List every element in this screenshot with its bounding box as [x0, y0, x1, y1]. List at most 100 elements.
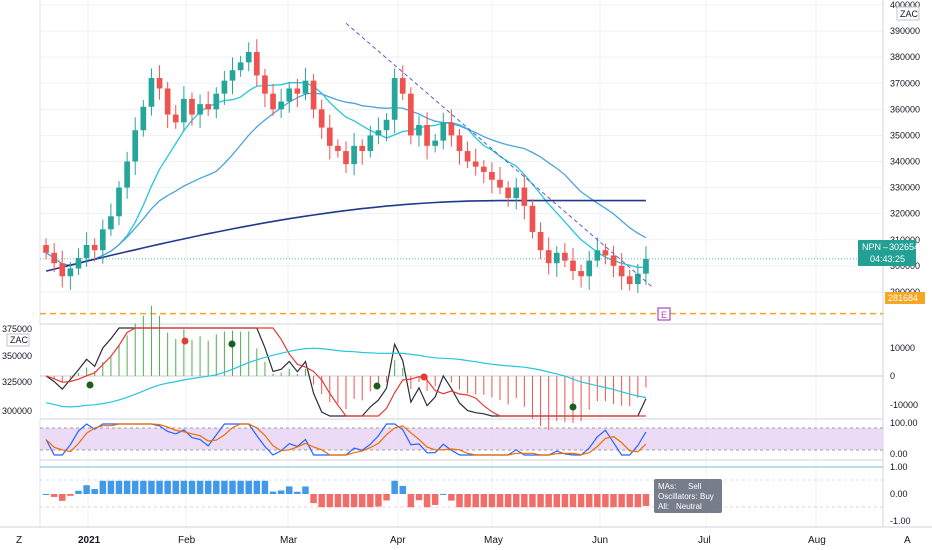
rating-bar — [196, 480, 204, 494]
candlesticks — [43, 39, 649, 293]
rating-bar — [164, 480, 171, 494]
candle-body — [310, 80, 317, 110]
candle-body — [205, 104, 212, 110]
stoch-right-tick-0: 100.00 — [890, 418, 918, 428]
rating-bar — [358, 494, 366, 508]
rating-bar — [585, 494, 593, 508]
candle-body — [294, 88, 301, 94]
rating-bar — [569, 494, 577, 508]
candle-body — [594, 250, 601, 261]
candle-body — [318, 109, 325, 128]
candle-body — [545, 250, 552, 264]
rating-bar — [521, 494, 528, 508]
rating-right-tick-1: 0.00 — [890, 489, 908, 499]
currency-label: ZAC — [900, 9, 919, 19]
overlays — [40, 22, 883, 315]
crossover-dot — [373, 382, 381, 390]
timezone-button[interactable]: Z — [16, 535, 22, 546]
support-value: 281684 — [888, 293, 918, 303]
rating-bar — [67, 494, 74, 496]
candle-body — [148, 78, 155, 107]
rating-bar — [488, 494, 496, 508]
candle-body — [537, 231, 544, 251]
rating-bar — [204, 480, 212, 494]
time-tick: Jun — [592, 535, 608, 546]
time-tick: Feb — [178, 535, 196, 546]
rating-bar — [83, 485, 90, 494]
rating-bar — [302, 486, 309, 494]
candle-body — [253, 51, 260, 76]
candle-body — [367, 135, 374, 152]
rating-bar — [383, 494, 390, 501]
rating-bar — [537, 494, 544, 508]
price-tick: 340000 — [890, 157, 920, 167]
candle-body — [635, 273, 641, 285]
rating-bar — [440, 493, 447, 495]
candle-body — [375, 130, 382, 136]
candle-body — [424, 124, 430, 146]
rating-bar — [350, 494, 358, 508]
candle-body — [124, 161, 130, 188]
candle-body — [408, 93, 414, 136]
price-tick: 310000 — [890, 235, 920, 245]
rating-bar — [480, 494, 488, 508]
candle-body — [448, 122, 455, 136]
ma-slow-line — [45, 199, 646, 272]
candle-body — [416, 124, 422, 136]
candle-body — [181, 98, 187, 123]
rating-bar — [172, 480, 180, 494]
candle-body — [189, 98, 195, 115]
rating-tooltip: MAs: Sell Oscillators: Buy All: Neutral — [654, 479, 722, 513]
rating-bar — [156, 480, 163, 494]
rating-bar — [367, 494, 374, 508]
candle-body — [262, 75, 268, 94]
rating-bar — [131, 480, 139, 494]
crossover-dot — [420, 373, 428, 381]
rating-bar — [286, 486, 293, 494]
tooltip-all-value: Neutral — [676, 502, 702, 511]
rating-bar — [342, 494, 350, 508]
price-tick: 330000 — [890, 183, 920, 193]
rating-bar — [277, 490, 285, 494]
rating-bar — [310, 494, 317, 504]
price-tick: 290000 — [890, 287, 920, 297]
candle-body — [116, 187, 122, 217]
crossover-dot — [181, 337, 189, 345]
rating-bar — [188, 480, 196, 494]
candle-body — [391, 78, 398, 120]
candle-body — [480, 166, 487, 172]
time-axis[interactable]: 2021 Feb Mar Apr May Jun Jul Aug — [78, 535, 826, 546]
candle-body — [75, 258, 82, 269]
rating-bar — [237, 480, 244, 494]
stoch-d-line — [45, 423, 647, 456]
candle-body — [43, 244, 49, 253]
rating-bar — [512, 494, 520, 508]
rating-bar — [140, 480, 147, 494]
macd-currency-label: ZAC — [10, 335, 29, 345]
macd-left-tick-2: 325000 — [2, 377, 32, 387]
rating-bar — [399, 485, 406, 494]
candle-body — [456, 135, 463, 152]
rating-bar — [261, 480, 269, 494]
rating-bar — [294, 491, 301, 494]
rating-bar — [472, 494, 479, 508]
candle-body — [132, 130, 139, 162]
rating-bar — [375, 494, 382, 507]
candle-body — [343, 151, 349, 165]
stochastic-band — [40, 428, 883, 450]
candle-body — [383, 119, 390, 131]
auto-scale-button[interactable]: A — [904, 535, 911, 546]
candle-body — [140, 106, 147, 131]
candle-body — [553, 252, 560, 264]
candle-body — [164, 88, 171, 115]
macd-left-tick-3: 300000 — [2, 406, 32, 416]
rating-bar — [245, 480, 252, 494]
rating-bar — [545, 494, 552, 508]
rating-bar — [456, 494, 463, 508]
rating-bar — [326, 494, 334, 508]
time-tick: Jul — [698, 535, 711, 546]
macd-right-tick-0: 10000 — [890, 343, 915, 353]
earnings-marker[interactable]: E — [657, 307, 671, 321]
rating-bar — [553, 494, 561, 508]
